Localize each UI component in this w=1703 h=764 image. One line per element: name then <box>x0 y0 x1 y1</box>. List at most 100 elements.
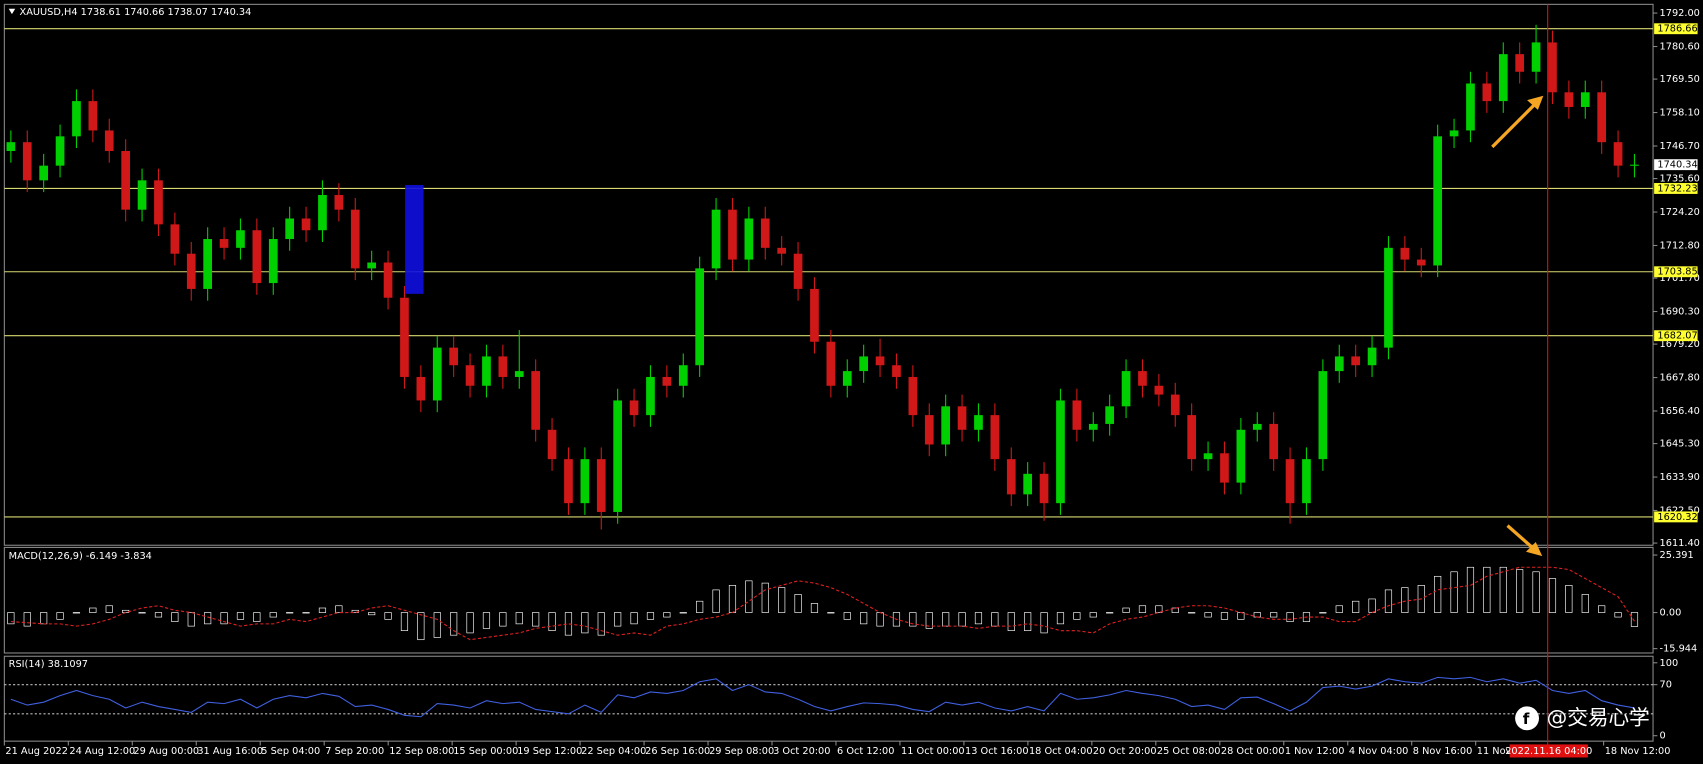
macd-bar <box>1466 566 1475 613</box>
y-tick-label: 1792.00 <box>1660 8 1700 19</box>
x-tick-label: 22 Sep 04:00 <box>581 746 646 757</box>
candle-body <box>1318 371 1328 460</box>
candle-body <box>678 365 688 386</box>
macd-bar <box>974 612 983 625</box>
level-label: 1620.32 <box>1657 512 1697 523</box>
macd-bar <box>1024 612 1032 631</box>
x-tick-label: 3 Oct 20:00 <box>773 746 830 757</box>
macd-bar <box>204 612 212 625</box>
level-label: 1732.23 <box>1657 183 1697 194</box>
candle-body <box>941 406 951 445</box>
macd-bar <box>23 612 31 627</box>
arrow-head <box>1525 541 1543 557</box>
candle-body <box>1531 42 1541 72</box>
macd-bar <box>794 594 802 613</box>
candle-body <box>1154 385 1164 395</box>
candle-body <box>1302 459 1311 504</box>
level-label-box <box>1654 266 1698 278</box>
macd-bar <box>1417 585 1425 613</box>
watermark: @交易心学 <box>1547 705 1650 729</box>
y-tick-label: 1622.50 <box>1660 505 1700 516</box>
candle-body <box>1252 423 1262 430</box>
x-tick-label: 26 Sep 16:00 <box>645 746 710 757</box>
candle-body <box>613 400 623 512</box>
candle-body <box>1515 54 1525 72</box>
candle-body <box>383 262 393 298</box>
candle-body <box>252 230 262 284</box>
macd-bar <box>597 612 605 636</box>
candle-body <box>875 356 885 366</box>
x-tick-label: 13 Oct 16:00 <box>965 746 1029 757</box>
level-label: 1703.85 <box>1657 267 1697 278</box>
macd-bar <box>1450 571 1458 613</box>
candle-body <box>1236 429 1246 483</box>
candle-body <box>285 218 295 240</box>
candle-body <box>662 376 672 386</box>
candle-body <box>236 230 245 248</box>
macd-bar <box>827 612 835 614</box>
macd-bar <box>1040 612 1048 634</box>
candle-body <box>432 347 442 401</box>
macd-bar <box>1073 612 1081 620</box>
x-tick-label: 31 Aug 16:00 <box>197 746 263 757</box>
candle-body <box>777 247 787 254</box>
candle-body <box>1482 83 1492 102</box>
macd-bar <box>548 612 556 631</box>
candle-body <box>1006 459 1016 495</box>
macd-bar <box>1188 612 1196 614</box>
macd-bar <box>368 612 376 616</box>
macd-bar <box>630 612 638 625</box>
y-tick-label: 1769.50 <box>1660 74 1700 85</box>
rsi-line <box>10 676 1635 718</box>
y-tick-label: 25.391 <box>1660 550 1694 561</box>
macd-bar <box>318 607 327 613</box>
y-tick-label: 1611.40 <box>1660 538 1700 549</box>
x-tick-label: 7 Sep 20:00 <box>325 746 384 757</box>
macd-bar <box>466 612 474 634</box>
macd-bar <box>89 607 97 613</box>
macd-bar <box>1155 605 1163 613</box>
candle-body <box>1170 394 1180 416</box>
cursor-time-label: 2022.11.16 04:00 <box>1505 746 1592 757</box>
candle-body <box>268 239 278 284</box>
macd-panel <box>3 546 1654 654</box>
candle-body <box>154 180 163 225</box>
macd-bar <box>450 612 458 636</box>
candle-body <box>514 371 524 377</box>
candle-body <box>1187 415 1197 460</box>
x-tick-label: 11 Nov <box>1477 746 1512 757</box>
candle-body <box>1564 92 1574 107</box>
macd-bar <box>236 612 245 620</box>
macd-bar <box>1384 589 1393 613</box>
symbol-title: XAUUSD,H4 1738.61 1740.66 1738.07 1740.3… <box>20 7 252 18</box>
macd-bar <box>1122 607 1130 613</box>
macd-bar <box>1089 612 1097 618</box>
candle-body <box>104 130 114 151</box>
macd-bar <box>269 612 277 618</box>
x-tick-label: 25 Oct 08:00 <box>1157 746 1221 757</box>
macd-bar <box>335 605 343 613</box>
candle-body <box>1121 371 1131 407</box>
x-tick-label: 18 Oct 04:00 <box>1029 746 1093 757</box>
candle-body <box>72 101 81 137</box>
macd-bar <box>286 612 294 614</box>
macd-bar <box>1581 594 1589 613</box>
candle-body <box>1269 423 1279 460</box>
candle-body <box>186 253 196 289</box>
menu-arrow[interactable] <box>8 8 16 15</box>
candle-body <box>1039 473 1049 504</box>
y-tick-label: 1633.90 <box>1660 472 1700 483</box>
x-tick-label: 4 Nov 04:00 <box>1349 746 1409 757</box>
highlight-box[interactable] <box>405 185 424 294</box>
candle-body <box>1498 54 1508 102</box>
y-tick-label: 1645.30 <box>1660 439 1700 450</box>
candle-body <box>416 376 426 401</box>
y-tick-label: 1724.20 <box>1660 207 1700 218</box>
candle-body <box>498 356 508 377</box>
candle-body <box>350 209 360 269</box>
y-tick-label: 100 <box>1660 658 1679 669</box>
macd-bar <box>1630 612 1639 627</box>
candle-body <box>1597 92 1607 143</box>
x-tick-label: 29 Aug 00:00 <box>133 746 199 757</box>
macd-bar <box>925 612 933 629</box>
